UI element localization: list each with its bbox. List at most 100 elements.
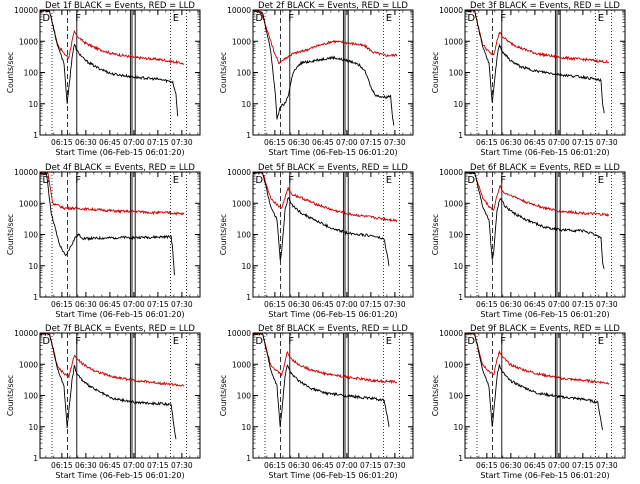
- x-tick-label: 07:30: [596, 300, 618, 309]
- x-tick-label: 06:15: [264, 461, 286, 470]
- x-tick-label: 06:45: [524, 138, 546, 147]
- x-tick-label: 07:15: [147, 461, 169, 470]
- y-axis-label: Counts/sec: [6, 214, 15, 255]
- flare-letter-marker: F: [500, 336, 506, 347]
- y-tick-label: 100: [24, 231, 39, 240]
- panel-det-2: Det 2f BLACK = Events, RED = LLD D F E 1 10 10…: [219, 1, 414, 157]
- plot-frame: [252, 171, 414, 298]
- x-tick-label: 06:45: [312, 138, 334, 147]
- x-tick-label: 06:15: [264, 300, 286, 309]
- y-tick-label: 1000: [444, 37, 463, 46]
- panel-det-1: Det 1f BLACK = Events, RED = LLD D F E 1 10 10…: [6, 1, 201, 157]
- y-tick-label: 10000: [14, 168, 38, 177]
- panel-det-3: Det 3f BLACK = Events, RED = LLD D F E 1 10 10…: [431, 1, 626, 157]
- x-tick-label: 06:45: [312, 461, 334, 470]
- flare-letter-marker: E: [386, 13, 392, 24]
- y-tick-label: 1: [246, 454, 251, 463]
- y-tick-label: 1000: [19, 360, 38, 369]
- x-tick-label: 07:15: [147, 138, 169, 147]
- panel-det-8: Det 8f BLACK = Events, RED = LLD D F E 1 10 10…: [219, 324, 414, 480]
- x-tick-label: 06:45: [99, 300, 121, 309]
- x-tick-label: 07:00: [123, 300, 145, 309]
- flare-letter-marker: D: [255, 336, 263, 347]
- events-series-line: [40, 333, 177, 440]
- x-axis-label: Start Time (06-Feb-15 06:01:20): [268, 471, 397, 480]
- lld-series-line: [465, 10, 610, 64]
- events-series-line: [40, 10, 179, 117]
- flare-letter-marker: D: [42, 175, 50, 186]
- y-tick-label: 10000: [14, 6, 38, 15]
- flare-letter-marker: E: [598, 175, 604, 186]
- x-tick-label: 07:00: [336, 300, 358, 309]
- lld-series-line: [40, 333, 185, 387]
- plot-frame: [39, 332, 201, 459]
- y-axis-label: Counts/sec: [6, 375, 15, 416]
- lld-series-line: [253, 333, 398, 385]
- x-tick-label: 06:30: [288, 461, 310, 470]
- y-tick-label: 10: [28, 262, 38, 271]
- y-axis-label: Counts/sec: [219, 375, 228, 416]
- x-tick-label: 07:00: [336, 461, 358, 470]
- y-tick-label: 100: [449, 231, 464, 240]
- y-tick-label: 10000: [227, 168, 251, 177]
- panel-title: Det 7f BLACK = Events, RED = LLD: [45, 324, 195, 334]
- x-axis-label: Start Time (06-Feb-15 06:01:20): [55, 471, 184, 480]
- panel-det-5: Det 5f BLACK = Events, RED = LLD D F E 1 10 10…: [219, 163, 414, 319]
- x-tick-label: 06:15: [51, 138, 73, 147]
- events-series-line: [40, 172, 175, 276]
- x-tick-label: 06:15: [51, 461, 73, 470]
- x-tick-label: 07:15: [360, 461, 382, 470]
- y-tick-label: 1: [458, 454, 463, 463]
- x-tick-label: 06:45: [312, 300, 334, 309]
- x-tick-label: 06:30: [75, 461, 97, 470]
- y-tick-label: 1: [33, 293, 38, 302]
- y-tick-label: 10000: [439, 168, 463, 177]
- x-tick-label: 07:15: [360, 138, 382, 147]
- x-tick-label: 07:00: [123, 138, 145, 147]
- x-tick-label: 07:30: [171, 138, 193, 147]
- flare-letter-marker: D: [255, 13, 263, 24]
- flare-letter-marker: E: [173, 336, 179, 347]
- y-tick-label: 1000: [19, 199, 38, 208]
- y-tick-label: 1000: [444, 360, 463, 369]
- y-tick-label: 1: [458, 131, 463, 140]
- panel-title: Det 9f BLACK = Events, RED = LLD: [470, 324, 620, 334]
- x-tick-label: 06:30: [500, 461, 522, 470]
- y-axis-label: Counts/sec: [219, 52, 228, 93]
- y-tick-label: 100: [24, 69, 39, 78]
- panel-title: Det 8f BLACK = Events, RED = LLD: [258, 324, 408, 334]
- y-tick-label: 10000: [439, 6, 463, 15]
- x-tick-label: 07:30: [384, 300, 406, 309]
- y-tick-label: 1: [33, 454, 38, 463]
- flare-letter-marker: F: [75, 13, 81, 24]
- x-tick-label: 07:15: [572, 461, 594, 470]
- lld-series-line: [253, 172, 398, 223]
- y-axis-label: Counts/sec: [431, 52, 440, 93]
- y-axis-label: Counts/sec: [219, 214, 228, 255]
- lld-series-line: [253, 10, 398, 65]
- x-axis-label: Start Time (06-Feb-15 06:01:20): [55, 148, 184, 157]
- y-tick-label: 100: [24, 392, 39, 401]
- panel-det-9: Det 9f BLACK = Events, RED = LLD D F E 1 10 10…: [431, 324, 626, 480]
- events-series-line: [253, 333, 390, 428]
- x-tick-label: 06:45: [99, 461, 121, 470]
- y-tick-label: 10000: [439, 329, 463, 338]
- x-tick-label: 07:00: [548, 461, 570, 470]
- flare-letter-marker: F: [500, 13, 506, 24]
- x-tick-label: 06:30: [288, 300, 310, 309]
- y-tick-label: 10: [28, 100, 38, 109]
- y-tick-label: 1000: [232, 37, 251, 46]
- y-axis-label: Counts/sec: [431, 375, 440, 416]
- y-tick-label: 1: [246, 293, 251, 302]
- y-tick-label: 10000: [227, 329, 251, 338]
- y-tick-label: 10: [28, 423, 38, 432]
- x-axis-label: Start Time (06-Feb-15 06:01:20): [268, 148, 397, 157]
- panel-det-6: Det 6f BLACK = Events, RED = LLD D F E 1 10 10…: [431, 163, 626, 319]
- flare-letter-marker: D: [467, 336, 475, 347]
- x-tick-label: 06:30: [288, 138, 310, 147]
- x-tick-label: 06:15: [476, 138, 498, 147]
- x-tick-label: 07:15: [572, 300, 594, 309]
- flare-letter-marker: F: [500, 175, 506, 186]
